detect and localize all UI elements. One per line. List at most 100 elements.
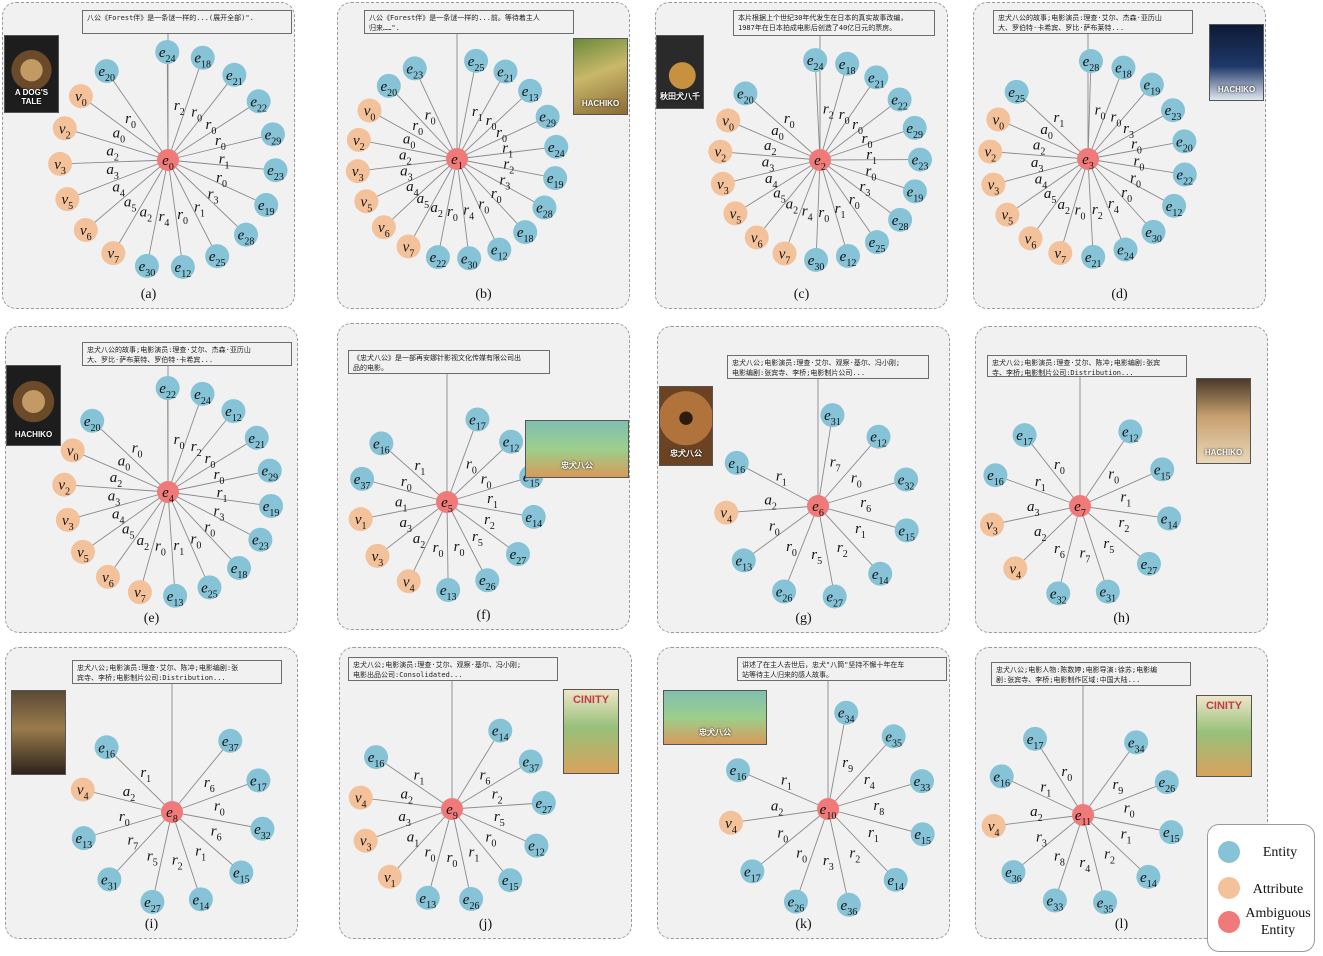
entity-node bbox=[822, 584, 847, 609]
graph-edge bbox=[727, 120, 821, 161]
edge-label: a2 bbox=[140, 205, 153, 225]
entity-node bbox=[1078, 49, 1103, 74]
node-label: e30 bbox=[808, 253, 825, 273]
poster-title: HACHIKO bbox=[1217, 85, 1256, 94]
edge-label: r0 bbox=[1075, 202, 1086, 222]
graph-edge bbox=[451, 802, 544, 810]
entity-node bbox=[907, 147, 932, 172]
node-label: e14 bbox=[1161, 512, 1178, 532]
entity-node bbox=[464, 48, 489, 73]
entity-node bbox=[835, 244, 860, 269]
graph-edge bbox=[752, 808, 829, 872]
edge-label: r0 bbox=[478, 197, 489, 217]
graph-edge bbox=[451, 808, 472, 900]
node-label: e18 bbox=[839, 57, 856, 77]
graph-edge bbox=[456, 71, 506, 160]
edge-label: r1 bbox=[194, 199, 205, 219]
graph-edge bbox=[745, 93, 821, 161]
graph-edge bbox=[998, 119, 1089, 160]
edge-label: a2 bbox=[413, 531, 426, 551]
node-label: e35 bbox=[885, 729, 902, 749]
node-label: e19 bbox=[263, 499, 280, 519]
attribute-node bbox=[708, 139, 733, 164]
graph-edge bbox=[1082, 742, 1137, 816]
graph-edge bbox=[167, 491, 272, 507]
legend-ambiguous-swatch bbox=[1218, 911, 1240, 933]
edge-label: a2 bbox=[764, 492, 777, 512]
graph-edge bbox=[361, 478, 448, 503]
edge-label: r2 bbox=[837, 540, 848, 560]
node-label: e17 bbox=[1016, 428, 1033, 448]
entity-node bbox=[902, 179, 927, 204]
graph-edge bbox=[171, 811, 263, 830]
graph-edge bbox=[451, 808, 537, 847]
graph-edge bbox=[819, 99, 900, 161]
edge-label: r0 bbox=[433, 540, 444, 560]
node-label: e20 bbox=[1176, 134, 1193, 154]
node-label: e15 bbox=[1154, 462, 1171, 482]
node-label: e16 bbox=[728, 456, 745, 476]
legend-attribute-label: Attribute bbox=[1252, 882, 1304, 897]
edge-label: r4 bbox=[463, 203, 474, 223]
entity-node bbox=[364, 745, 389, 770]
node-label: e34 bbox=[838, 706, 855, 726]
entity-node bbox=[1095, 579, 1120, 604]
node-label: v3 bbox=[717, 177, 729, 197]
graph-edge bbox=[1014, 505, 1081, 569]
node-label: e16 bbox=[373, 436, 390, 456]
edge-label: r0 bbox=[177, 207, 188, 227]
ambiguous-entity-node bbox=[809, 149, 831, 171]
graph-edge bbox=[1087, 109, 1174, 160]
edge-label: r2 bbox=[1104, 847, 1115, 867]
entity-node bbox=[524, 833, 549, 858]
node-label: e15 bbox=[502, 873, 519, 893]
movie-poster-image: HACHIKO bbox=[573, 38, 628, 115]
edge-label: r0 bbox=[491, 186, 502, 206]
node-label: e28 bbox=[1083, 54, 1100, 74]
graph-edge bbox=[1054, 814, 1084, 901]
node-label: e21 bbox=[248, 431, 265, 451]
ambiguous-entity-node bbox=[436, 491, 458, 513]
node-label: e24 bbox=[807, 53, 824, 73]
edge-label: r0 bbox=[784, 111, 795, 131]
entity-node bbox=[1046, 581, 1071, 606]
graph-edge bbox=[730, 808, 829, 824]
node-label: e13 bbox=[522, 84, 539, 104]
edge-label: a2 bbox=[1030, 804, 1043, 824]
panel-caption: (b) bbox=[475, 287, 492, 302]
poster-title: 忠犬八公 bbox=[670, 449, 702, 458]
ambiguous-entity-node bbox=[817, 798, 839, 820]
entity-node bbox=[733, 81, 758, 106]
edge-label: r0 bbox=[174, 432, 185, 452]
edge-label: r7 bbox=[830, 454, 841, 474]
entity-node bbox=[190, 45, 215, 70]
node-label: e26 bbox=[776, 585, 793, 605]
entity-node bbox=[257, 458, 282, 483]
edge-label: r1 bbox=[415, 458, 426, 478]
node-label: v4 bbox=[720, 506, 732, 526]
node-label: e23 bbox=[406, 61, 423, 81]
edge-label: r0 bbox=[851, 470, 862, 490]
edge-label: r0 bbox=[206, 117, 217, 137]
entity-node bbox=[94, 59, 119, 84]
node-label: e23 bbox=[267, 163, 284, 183]
movie-poster-image: 秋田犬八千 bbox=[656, 35, 704, 109]
node-label: v7 bbox=[779, 247, 791, 267]
node-label: e12 bbox=[175, 260, 192, 280]
node-label: e15 bbox=[233, 865, 250, 885]
graph-edge bbox=[819, 159, 878, 243]
graph-edge bbox=[1079, 505, 1150, 565]
graph-edge bbox=[167, 74, 235, 161]
edge-label: r1 bbox=[468, 845, 479, 865]
graph-edge bbox=[80, 95, 169, 161]
entity-node bbox=[868, 561, 893, 586]
graph-edge bbox=[456, 158, 500, 250]
edge-label: r3 bbox=[499, 172, 510, 192]
node-label: v5 bbox=[77, 545, 89, 565]
graph-edge bbox=[1013, 814, 1084, 873]
node-label: v7 bbox=[107, 246, 119, 266]
graph-edge bbox=[795, 808, 829, 902]
entity-description: 忠犬八公;电影人物:陈数婷;电影导演:徐苏;电影编 剧:张宾寺、李桥;电影制作区… bbox=[991, 662, 1191, 686]
attribute-node bbox=[346, 127, 371, 152]
node-label: e27 bbox=[144, 895, 161, 915]
